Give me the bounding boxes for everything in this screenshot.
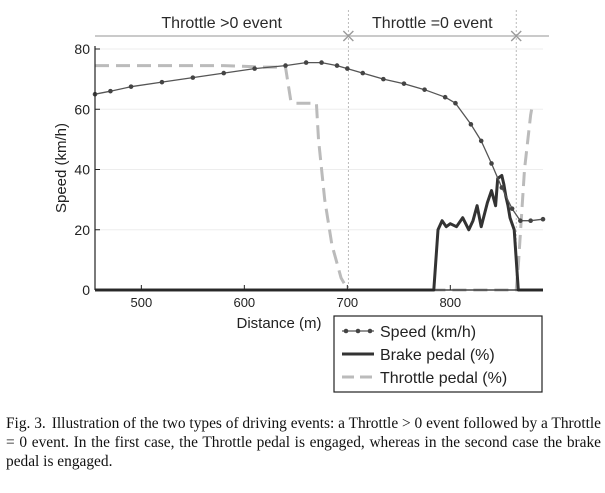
plot-area <box>92 60 546 292</box>
legend-label: Brake pedal (%) <box>380 347 495 364</box>
speed-data-point <box>478 138 484 144</box>
legend-label: Throttle pedal (%) <box>380 370 507 387</box>
speed-data-point <box>540 216 546 222</box>
series-line-speed-km-h <box>94 61 544 222</box>
chart-grid <box>95 48 543 231</box>
y-tick-label: 0 <box>82 282 90 298</box>
speed-data-point <box>334 63 340 68</box>
speed-data-point <box>360 70 366 76</box>
speed-data-point <box>108 88 113 94</box>
speed-data-point <box>128 84 134 89</box>
y-tick-label: 20 <box>74 222 90 238</box>
y-tick-label: 80 <box>74 41 90 57</box>
x-tick-label: 700 <box>336 295 358 310</box>
y-tick-label: 40 <box>74 162 90 178</box>
chart-axes: 0 20 40 60 80 500 600 700 800 Distance (m) Speed (… <box>53 41 543 332</box>
speed-data-point <box>252 66 257 71</box>
chart-figure: Throttle >0 event Throttle =0 event 0 20 40… <box>53 10 549 393</box>
speed-data-point <box>518 218 523 224</box>
event-boundary-marker <box>342 30 354 42</box>
event-label-throttle-positive: Throttle >0 event <box>161 15 282 32</box>
event-label-throttle-zero: Throttle =0 event <box>372 15 493 32</box>
event-boundary-marker <box>510 30 522 42</box>
caption-text: Illustration of the two types of driving… <box>6 415 602 470</box>
chart-legend: Speed (km/h) Brake pedal (%) Throttle peda… <box>333 315 543 393</box>
speed-data-point <box>381 76 386 82</box>
speed-data-point <box>489 161 494 166</box>
speed-data-point <box>401 81 407 86</box>
speed-data-point <box>283 63 288 68</box>
speed-data-point <box>528 218 533 224</box>
x-tick-label: 500 <box>130 295 152 310</box>
y-tick-label: 60 <box>74 101 90 117</box>
series-line-throttle-pedal <box>95 64 535 292</box>
legend-swatch-dot <box>355 328 361 334</box>
speed-data-point <box>345 66 350 71</box>
event-annotations: Throttle >0 event Throttle =0 event <box>95 10 549 290</box>
speed-data-point <box>453 100 458 106</box>
speed-data-point <box>499 185 505 190</box>
legend-swatch-dot <box>367 328 373 334</box>
caption-label: Fig. 3. <box>6 415 46 432</box>
series-line-brake-pedal <box>95 174 543 292</box>
speed-data-point <box>221 70 227 76</box>
x-tick-label: 800 <box>439 295 461 310</box>
y-axis-title: Speed (km/h) <box>53 123 70 213</box>
speed-data-point <box>509 206 515 211</box>
legend-swatch-dot <box>343 328 349 334</box>
speed-data-point <box>319 60 324 65</box>
speed-data-point <box>190 75 196 80</box>
figure-caption: Fig. 3. Illustration of the two types of … <box>6 414 601 471</box>
speed-data-point <box>422 87 427 92</box>
x-tick-label: 600 <box>233 295 255 310</box>
speed-data-point <box>159 79 165 85</box>
speed-data-point <box>442 94 448 100</box>
legend-label: Speed (km/h) <box>380 324 476 341</box>
speed-data-point <box>303 60 309 65</box>
x-axis-title: Distance (m) <box>236 315 321 332</box>
speed-data-point <box>468 122 474 127</box>
